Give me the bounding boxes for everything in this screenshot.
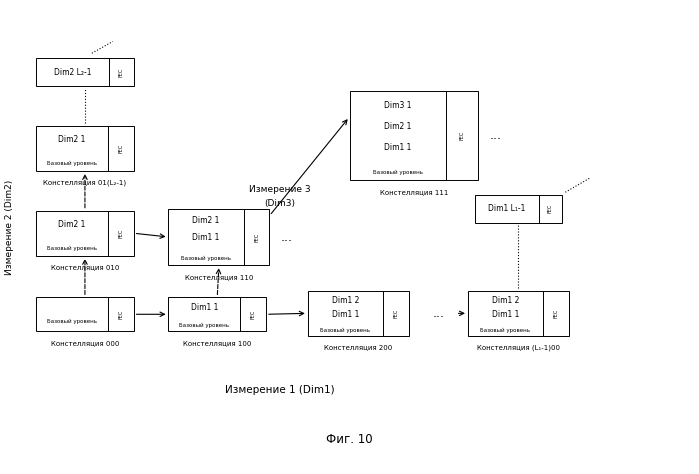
Text: Констелляция 010: Констелляция 010	[51, 264, 119, 270]
Bar	[168, 297, 240, 331]
Text: Dim1 2: Dim1 2	[331, 296, 359, 305]
Text: Измерение 3: Измерение 3	[249, 185, 310, 194]
Bar	[168, 297, 266, 331]
Text: Констелляция 01(L₂-1): Констелляция 01(L₂-1)	[43, 180, 127, 186]
Bar	[36, 58, 134, 86]
Text: Dim1 1: Dim1 1	[192, 233, 219, 242]
Bar	[468, 291, 543, 336]
Text: Dim1 1: Dim1 1	[492, 310, 519, 319]
Text: FEC: FEC	[118, 144, 123, 153]
Text: FEC: FEC	[250, 310, 256, 319]
Text: Базовый уровень: Базовый уровень	[47, 246, 97, 251]
Bar	[383, 291, 409, 336]
Bar	[539, 195, 562, 223]
Text: ...: ...	[281, 230, 293, 244]
Text: Констелляция 100: Констелляция 100	[183, 340, 252, 346]
Bar	[543, 291, 569, 336]
Text: FEC: FEC	[554, 309, 559, 318]
Text: Dim1 1: Dim1 1	[331, 310, 359, 319]
Text: Dim1 1: Dim1 1	[191, 303, 218, 312]
Bar	[168, 209, 269, 265]
Bar	[244, 209, 269, 265]
Bar	[468, 291, 569, 336]
Bar	[350, 91, 478, 181]
Text: Измерение 2 (Dim2): Измерение 2 (Dim2)	[6, 180, 14, 275]
Bar	[475, 195, 539, 223]
Bar	[108, 297, 134, 331]
Text: Констелляция 000: Констелляция 000	[51, 340, 119, 346]
Bar	[36, 297, 108, 331]
Text: Dim3 1: Dim3 1	[384, 101, 411, 110]
Text: Констелляция (L₁-1)00: Констелляция (L₁-1)00	[477, 345, 560, 351]
Text: Базовый уровень: Базовый уровень	[180, 323, 229, 328]
Text: Констелляция 110: Констелляция 110	[185, 274, 253, 280]
Text: FEC: FEC	[459, 131, 464, 140]
Bar	[445, 91, 478, 181]
Bar	[240, 297, 266, 331]
Text: Dim1 L₁-1: Dim1 L₁-1	[488, 204, 526, 213]
Text: Dim2 L₂-1: Dim2 L₂-1	[54, 68, 92, 77]
Bar	[308, 291, 409, 336]
Text: Измерение 1 (Dim1): Измерение 1 (Dim1)	[225, 385, 335, 395]
Text: Базовый уровень: Базовый уровень	[47, 161, 97, 166]
Text: Dim1 1: Dim1 1	[384, 143, 411, 152]
Text: ...: ...	[432, 307, 445, 320]
Text: Dim2 1: Dim2 1	[59, 220, 86, 229]
Text: Dim1 2: Dim1 2	[492, 296, 519, 305]
Text: Базовый уровень: Базовый уровень	[480, 328, 531, 333]
Bar	[108, 210, 134, 256]
Bar	[168, 209, 244, 265]
Text: Dim2 1: Dim2 1	[59, 135, 86, 144]
Bar	[36, 210, 108, 256]
Text: FEC: FEC	[118, 310, 123, 319]
Text: Базовый уровень: Базовый уровень	[47, 319, 97, 324]
Text: Dim2 1: Dim2 1	[192, 216, 219, 225]
Text: FEC: FEC	[254, 232, 259, 242]
Bar	[350, 91, 445, 181]
Text: Фиг. 10: Фиг. 10	[326, 433, 373, 446]
Bar	[36, 210, 134, 256]
Text: FEC: FEC	[118, 228, 123, 238]
Text: FEC: FEC	[394, 309, 398, 318]
Bar	[108, 126, 134, 171]
Bar	[36, 126, 134, 171]
Text: Базовый уровень: Базовый уровень	[320, 328, 370, 333]
Text: ...: ...	[490, 129, 502, 142]
Text: Базовый уровень: Базовый уровень	[373, 170, 422, 175]
Bar	[308, 291, 383, 336]
Bar	[475, 195, 562, 223]
Text: Dim2 1: Dim2 1	[384, 122, 411, 131]
Text: Базовый уровень: Базовый уровень	[181, 256, 231, 261]
Text: Констелляция 111: Констелляция 111	[380, 189, 448, 195]
Bar	[36, 126, 108, 171]
Text: Констелляция 200: Констелляция 200	[324, 345, 392, 350]
Bar	[109, 58, 134, 86]
Text: FEC: FEC	[548, 204, 553, 213]
Text: FEC: FEC	[119, 67, 124, 77]
Bar	[36, 297, 134, 331]
Text: (Dim3): (Dim3)	[264, 199, 296, 208]
Bar	[36, 58, 109, 86]
